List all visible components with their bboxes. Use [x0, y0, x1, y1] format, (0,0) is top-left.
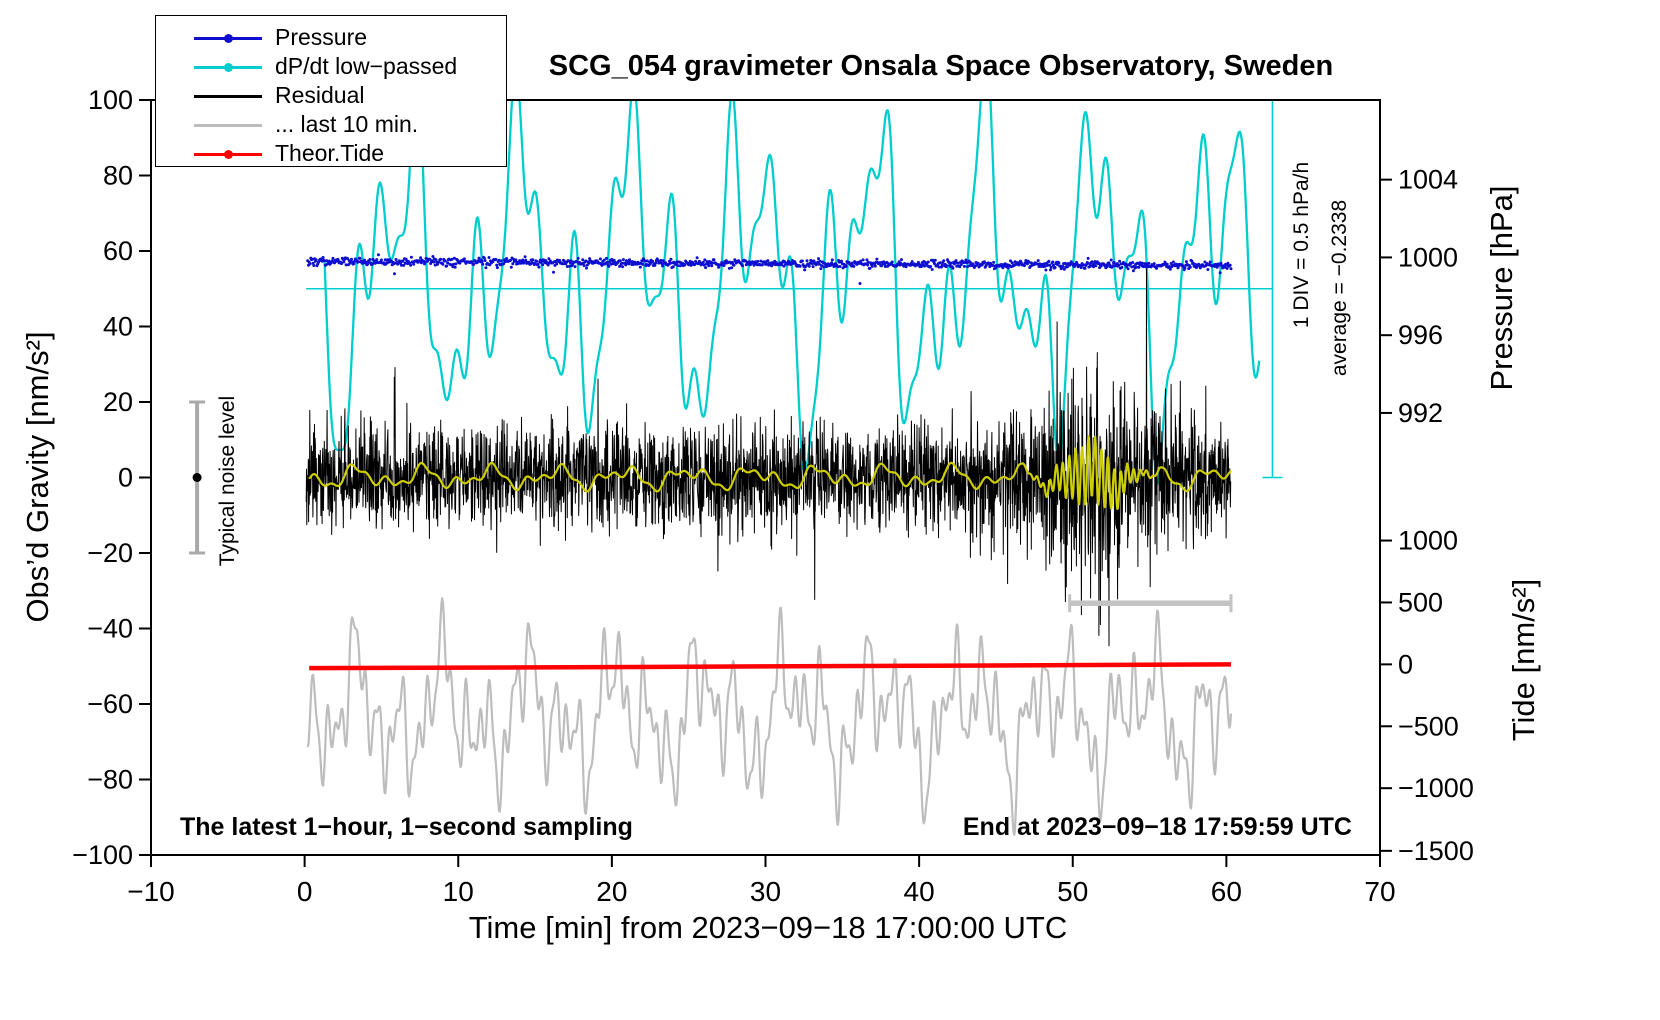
pressure-axis-title: Pressure [hPa]: [1484, 185, 1519, 391]
axis-tick-label: −20: [87, 538, 133, 568]
axis-tick-label: 0: [118, 463, 133, 493]
series-dpdt-lowpassed: [323, 100, 1261, 485]
legend-label: dP/dt low−passed: [275, 53, 458, 79]
axis-tick-label: 0: [1398, 649, 1413, 679]
average-annotation: average = −0.2338: [1328, 199, 1351, 377]
axis-tick-label: 70: [1364, 876, 1395, 907]
series-residual-lowpassed: [308, 435, 1232, 510]
legend-label: ... last 10 min.: [275, 111, 419, 137]
noise-level-annotation: Typical noise level: [216, 395, 239, 567]
theortide-swatch-icon: [194, 148, 262, 160]
legend-item-pressure: Pressure: [156, 23, 506, 52]
legend-item-dpdt: dP/dt low−passed: [156, 52, 506, 81]
series-residual: [305, 268, 1232, 647]
axis-tick-label: −1000: [1398, 773, 1474, 803]
pressure-swatch-icon: [194, 32, 262, 44]
div-scale-annotation: 1 DIV = 0.5 hPa/h: [1290, 161, 1313, 329]
axis-tick-label: 1004: [1398, 165, 1458, 195]
axis-tick-label: 20: [103, 387, 133, 417]
series-last-10-min: [306, 597, 1233, 836]
legend-label: Theor.Tide: [275, 140, 385, 166]
sampling-annotation: The latest 1−hour, 1−second sampling: [180, 813, 633, 841]
axis-tick-label: 500: [1398, 587, 1443, 617]
axis-tick-label: 100: [88, 85, 133, 115]
axis-tick-label: 1000: [1398, 242, 1458, 272]
dpdt-swatch-icon: [194, 61, 262, 73]
axis-tick-label: 50: [1057, 876, 1088, 907]
axis-tick-label: 80: [103, 161, 133, 191]
legend-label: Pressure: [275, 24, 368, 50]
residual-swatch-icon: [194, 90, 262, 102]
axis-tick-label: −80: [87, 765, 133, 795]
legend-label: Residual: [275, 82, 365, 108]
end-time-annotation: End at 2023−09−18 17:59:59 UTC: [962, 813, 1352, 841]
axis-tick-label: −1500: [1398, 836, 1474, 866]
page-title: SCG_054 gravimeter Onsala Space Observat…: [548, 50, 1334, 82]
last10-swatch-icon: [194, 119, 262, 131]
axis-tick-label: 60: [1211, 876, 1242, 907]
axis-tick-label: 0: [297, 876, 313, 907]
x-axis-title: Time [min] from 2023−09−18 17:00:00 UTC: [468, 910, 1068, 945]
last10-span-bar: [1068, 594, 1233, 613]
axis-tick-label: −60: [87, 689, 133, 719]
legend-item-residual: Residual: [156, 81, 506, 110]
axis-tick-label: −500: [1398, 711, 1459, 741]
tide-axis-title: Tide [nm/s²]: [1506, 578, 1541, 742]
axis-tick-label: −40: [87, 614, 133, 644]
axis-tick-label: 1000: [1398, 526, 1458, 556]
legend: Pressure dP/dt low−passed Residual ... l…: [155, 15, 507, 167]
plot-series-area: [305, 100, 1273, 836]
series-theor-tide: [309, 662, 1232, 671]
axis-tick-label: 30: [750, 876, 781, 907]
axis-tick-label: 40: [103, 312, 133, 342]
legend-item-theortide: Theor.Tide: [156, 139, 506, 168]
legend-item-last10: ... last 10 min.: [156, 110, 506, 139]
axis-tick-label: −100: [72, 840, 133, 870]
axis-tick-label: 40: [904, 876, 935, 907]
axis-tick-label: 10: [443, 876, 474, 907]
axis-tick-label: 992: [1398, 398, 1443, 428]
series-pressure: [306, 253, 1233, 285]
axis-tick-label: −10: [127, 876, 175, 907]
axis-tick-label: 60: [103, 236, 133, 266]
axis-tick-label: 996: [1398, 320, 1443, 350]
y-axis-title: Obs’d Gravity [nm/s²]: [20, 331, 55, 623]
typical-noise-errorbar: [189, 400, 206, 555]
axis-tick-label: 20: [596, 876, 627, 907]
